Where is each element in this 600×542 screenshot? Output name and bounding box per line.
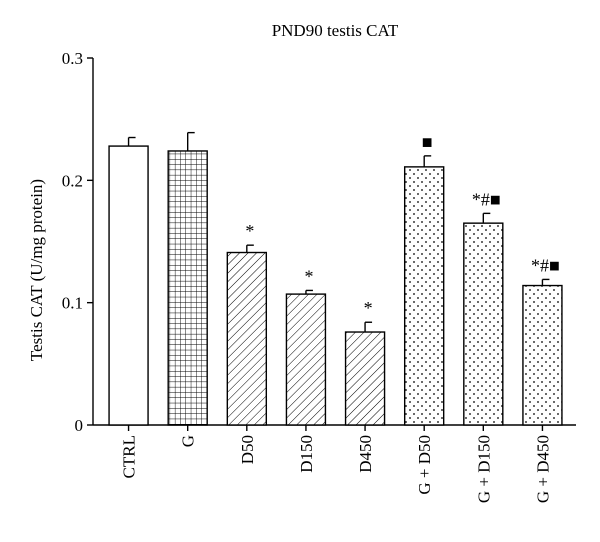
bar-d150 — [285, 293, 327, 426]
y-axis-label: Testis CAT (U/mg protein) — [27, 179, 46, 361]
y-tick-label: 0.3 — [62, 49, 83, 68]
bar-d450 — [344, 331, 386, 426]
annotations: * * * ■ *#■ *#■ — [245, 132, 560, 318]
chart-title: PND90 testis CAT — [272, 21, 399, 40]
bar-ctrl — [108, 145, 149, 426]
significance-marker: *#■ — [472, 189, 501, 209]
significance-marker: * — [304, 266, 313, 286]
x-tick-label: G + D450 — [533, 435, 552, 503]
bar-d50 — [226, 251, 268, 426]
x-tick-label: D50 — [238, 435, 257, 464]
significance-marker: * — [364, 298, 373, 318]
y-tick-label: 0.1 — [62, 294, 83, 313]
x-tick-label: D450 — [356, 435, 375, 473]
x-tick-label: G + D150 — [474, 435, 493, 503]
y-tick-label: 0 — [75, 416, 84, 435]
bar-g-d450 — [522, 284, 563, 426]
x-tick-label: CTRL — [120, 435, 139, 478]
y-ticks: 0 0.1 0.2 0.3 — [62, 49, 93, 435]
x-tick-label: G — [179, 435, 198, 447]
x-tick-label: D150 — [297, 435, 316, 473]
bars — [108, 131, 563, 426]
significance-marker: ■ — [422, 132, 433, 152]
bar-g-d50 — [403, 166, 445, 426]
bar-g — [167, 150, 208, 426]
significance-marker: * — [245, 221, 254, 241]
x-tick-label: G + D50 — [415, 435, 434, 495]
significance-marker: *#■ — [531, 255, 560, 275]
bar-g-d150 — [463, 222, 504, 426]
x-ticks: CTRL G D50 D150 D450 G + D50 G + D150 G + D450 — [120, 425, 552, 503]
y-tick-label: 0.2 — [62, 171, 83, 190]
